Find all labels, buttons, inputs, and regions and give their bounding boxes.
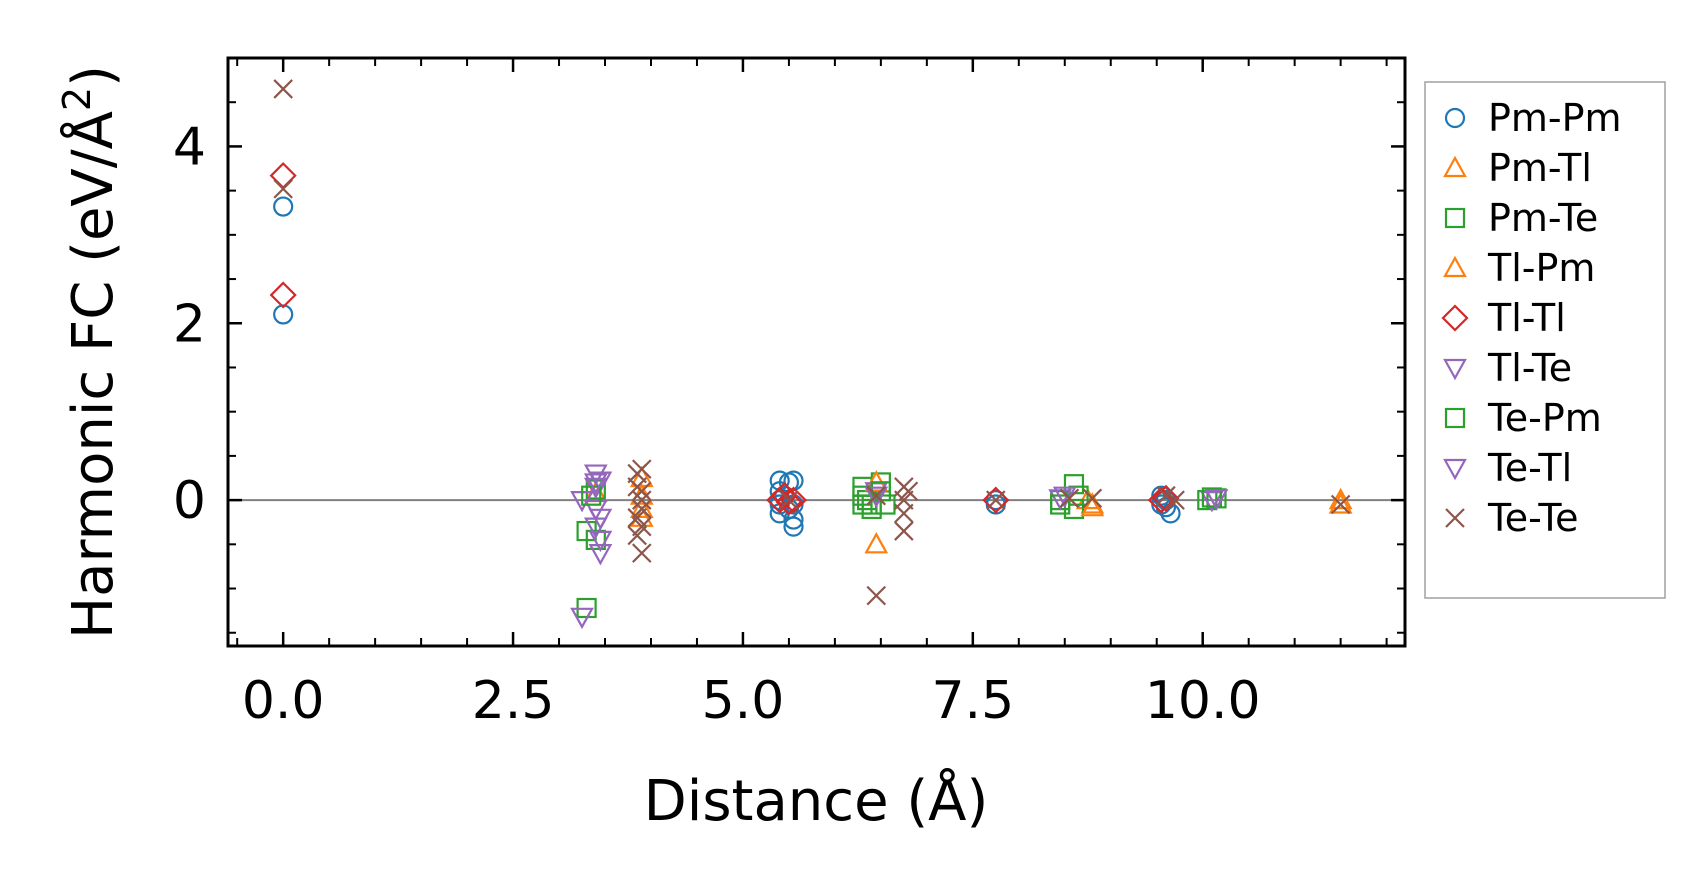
legend-frame xyxy=(1424,81,1666,599)
y-axis-label-superscript: 2 xyxy=(55,87,99,111)
data-point xyxy=(1080,494,1105,517)
series-tl-tl xyxy=(269,162,1180,516)
data-point xyxy=(864,532,889,554)
legend-marker xyxy=(1445,508,1465,528)
y-tick-label: 4 xyxy=(173,117,206,177)
data-point xyxy=(894,521,914,541)
series-te-te xyxy=(273,79,1351,606)
data-point xyxy=(273,79,293,99)
data-point xyxy=(864,486,889,508)
y-axis-label: Harmonic FC (eV/Å2) xyxy=(55,65,126,639)
data-point xyxy=(775,488,803,516)
data-point xyxy=(632,499,652,519)
data-point xyxy=(986,490,1006,510)
y-axis-label-main: Harmonic FC (eV/Å xyxy=(60,111,126,639)
data-point xyxy=(632,516,652,537)
data-point xyxy=(588,544,613,566)
data-point xyxy=(1201,487,1222,508)
data-point xyxy=(629,465,654,488)
x-tick-label: 5.0 xyxy=(702,671,785,731)
legend-label: Pm-Te xyxy=(1488,196,1598,240)
data-point xyxy=(1165,490,1185,510)
data-point xyxy=(1200,491,1224,513)
plot-background xyxy=(228,58,1405,646)
data-point xyxy=(1063,498,1085,520)
x-tick-label: 2.5 xyxy=(472,671,555,731)
data-point xyxy=(632,490,652,510)
data-point xyxy=(982,486,1010,514)
y-axis-label-close: ) xyxy=(61,65,126,87)
data-point xyxy=(629,496,654,519)
legend-label: Te-Pm xyxy=(1487,396,1602,440)
legend-label: Tl-Te xyxy=(1487,346,1572,390)
data-point xyxy=(866,585,887,606)
data-point xyxy=(581,485,602,506)
data-point xyxy=(1330,494,1351,515)
data-point xyxy=(570,607,594,630)
x-tick-label: 7.5 xyxy=(931,671,1014,731)
y-tick-label: 2 xyxy=(173,294,206,354)
data-point xyxy=(269,281,297,309)
y-ticks: 0 2 4 xyxy=(173,57,1405,634)
legend-label: Pm-Pm xyxy=(1488,96,1622,140)
data-point xyxy=(1204,489,1229,511)
data-points xyxy=(269,79,1353,630)
x-tick-label: 0.0 xyxy=(242,671,325,731)
data-point xyxy=(632,459,652,479)
data-point xyxy=(588,471,613,493)
data-point xyxy=(894,503,914,524)
legend-label: Tl-Pm xyxy=(1487,246,1595,290)
data-point xyxy=(770,482,798,510)
plot-frame xyxy=(226,56,1407,648)
data-point xyxy=(588,530,613,553)
data-point xyxy=(588,508,613,531)
data-point xyxy=(783,516,804,537)
data-point xyxy=(1082,488,1103,509)
data-point xyxy=(1147,486,1175,514)
data-point xyxy=(632,481,652,502)
data-point xyxy=(1328,492,1353,514)
y-tick-label: 0 xyxy=(173,471,206,531)
data-point xyxy=(1059,488,1080,509)
legend-marker xyxy=(1444,107,1466,129)
data-point xyxy=(273,196,294,217)
legend-marker xyxy=(1443,358,1467,381)
x-tick-label: 10.0 xyxy=(1145,671,1261,731)
legend: Pm-Pm Pm-Tl Pm-Te Tl-Pm Tl-Tl Tl-Te Te-Pm Te-Tl… xyxy=(1424,81,1666,599)
x-axis-label: Distance (Å) xyxy=(644,768,989,834)
x-ticks: 0.0 2.5 5.0 7.5 10.0 xyxy=(236,58,1388,731)
legend-label: Te-Te xyxy=(1487,496,1579,540)
data-point xyxy=(1152,484,1180,512)
legend-marker xyxy=(1441,304,1469,332)
legend-label: Pm-Tl xyxy=(1488,146,1592,190)
data-point xyxy=(779,490,799,510)
data-point xyxy=(632,543,652,563)
legend-label: Te-Tl xyxy=(1487,446,1572,490)
data-point xyxy=(898,481,919,502)
legend-label: Tl-Tl xyxy=(1487,296,1566,340)
legend-marker xyxy=(1444,407,1466,429)
data-point xyxy=(1156,485,1176,506)
data-point xyxy=(273,179,293,199)
legend-marker xyxy=(1443,255,1467,278)
legend-marker xyxy=(1443,155,1467,178)
legend-marker xyxy=(1444,207,1466,229)
data-point xyxy=(583,473,608,495)
legend-marker xyxy=(1443,458,1467,481)
data-point xyxy=(866,485,887,506)
